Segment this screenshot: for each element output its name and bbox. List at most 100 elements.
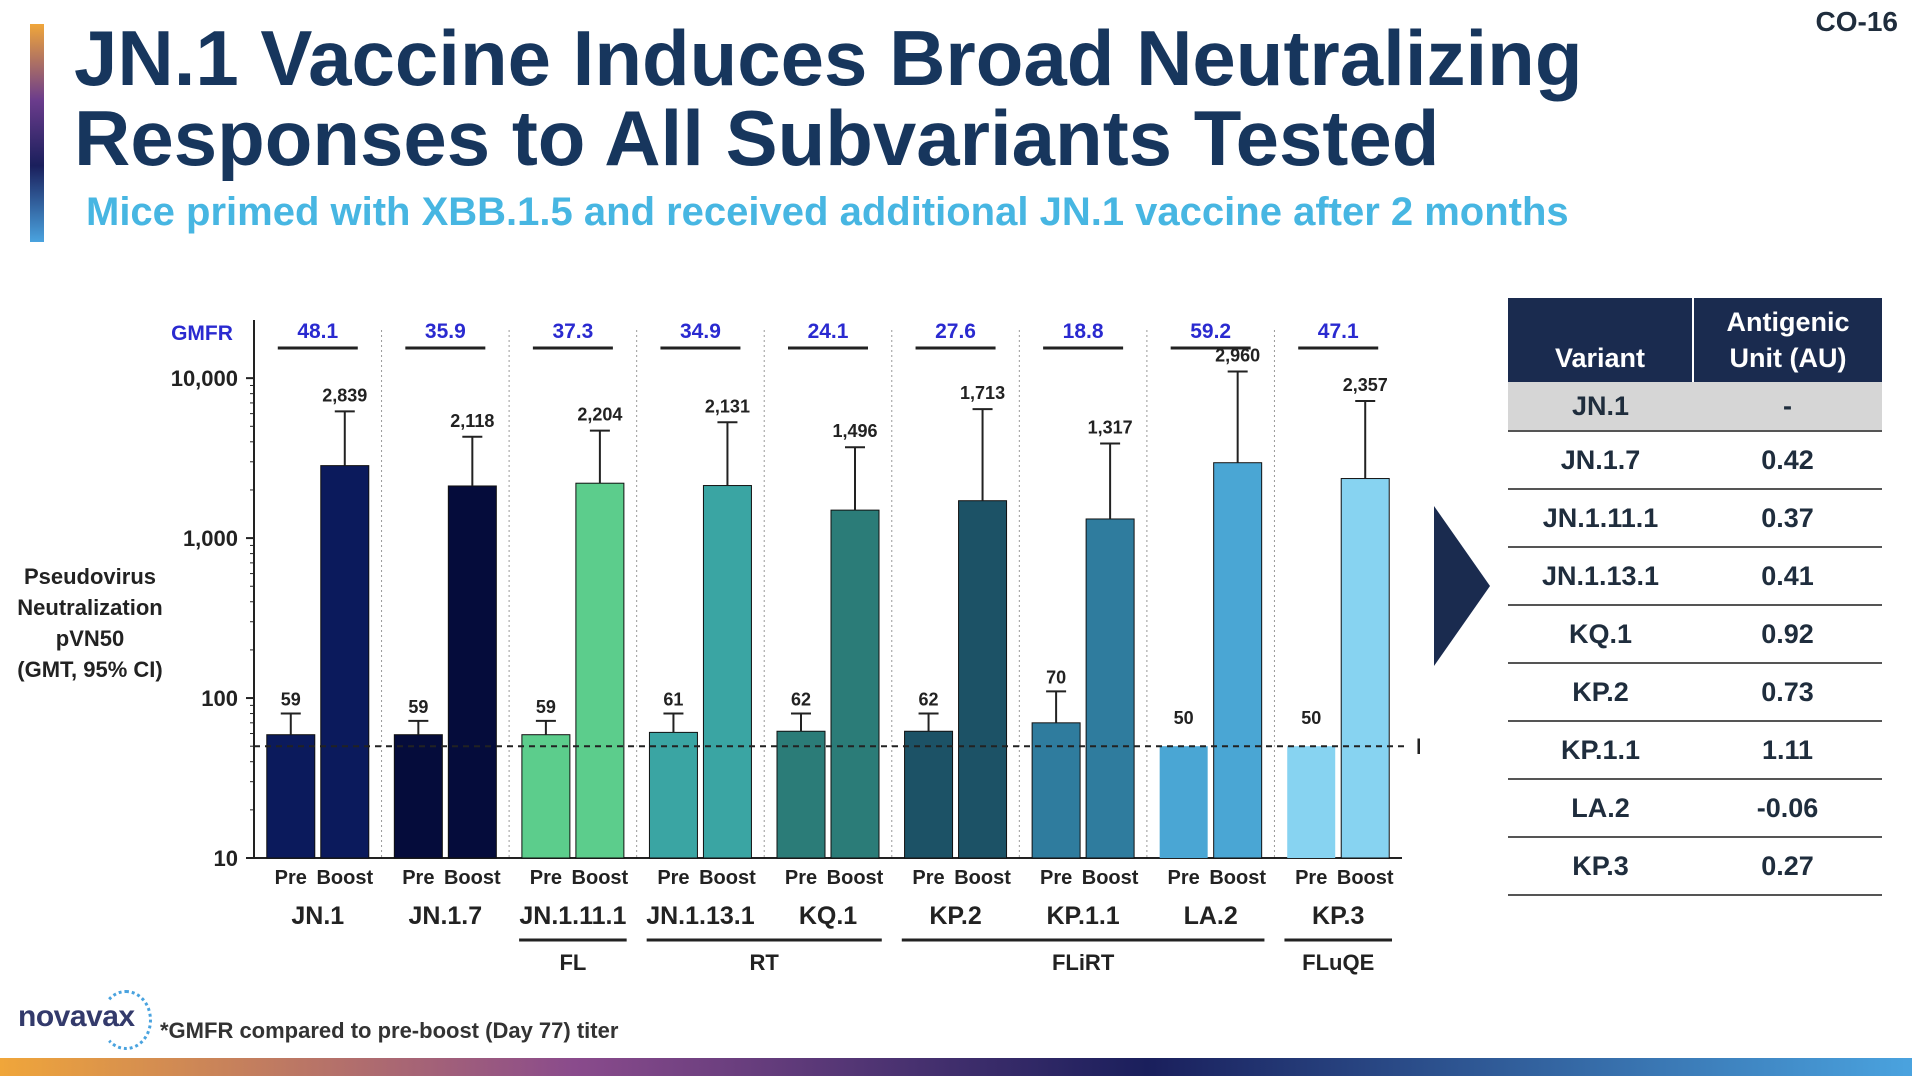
x-label-pre: Pre [1040,867,1072,889]
right-arrow-icon [1434,506,1490,666]
title-line-1: JN.1 Vaccine Induces Broad Neutralizing [74,14,1583,102]
x-label-pre: Pre [530,867,562,889]
bar-pre [1287,746,1336,858]
gmfr-value: 47.1 [1318,320,1359,343]
data-label-pre: 62 [919,690,939,710]
lod-label: LOD [1416,734,1420,759]
gmfr-value: 48.1 [297,320,338,343]
gmfr-value: 27.6 [935,320,976,343]
gmfr-value: 18.8 [1063,320,1104,343]
bar-pre [266,734,316,859]
variant-label: KP.1.1 [1047,902,1120,930]
table-row: LA.2 -0.06 [1508,779,1882,838]
data-label-pre: 50 [1301,708,1321,728]
x-label-pre: Pre [1295,867,1327,889]
bar-pre [648,731,698,859]
accent-bar [30,24,44,242]
bar-boost [1085,518,1135,859]
data-label-pre: 59 [281,690,301,710]
table-cell-au: - [1693,382,1882,432]
table-cell-au: 0.73 [1693,663,1882,722]
x-label-boost: Boost [572,867,629,889]
y-axis-label: (GMT, 95% CI) [17,657,162,682]
gmfr-value: 34.9 [680,320,721,343]
lineage-label: RT [750,950,780,975]
variant-label: JN.1.13.1 [646,902,755,930]
table-cell-au: 0.27 [1693,837,1882,896]
table-row: KP.2 0.73 [1508,663,1882,722]
table-cell-variant: JN.1.7 [1508,431,1693,490]
y-axis-label: pVN50 [56,626,124,651]
footnote: *GMFR compared to pre-boost (Day 77) tit… [160,1018,619,1043]
bar-boost [447,485,497,859]
variant-label: LA.2 [1184,902,1238,930]
y-tick-label: 1,000 [183,526,238,551]
y-axis-label: Neutralization [17,595,162,620]
variant-label: JN.1.11.1 [519,902,626,930]
table-row: JN.1.7 0.42 [1508,431,1882,490]
data-label-pre: 59 [408,697,428,717]
bar-boost [575,482,625,859]
bar-boost [1213,462,1263,859]
table-cell-au: 0.37 [1693,489,1882,548]
gmfr-value: 59.2 [1190,320,1231,343]
lineage-label: FLuQE [1302,950,1374,975]
bar-pre [393,734,443,859]
x-label-boost: Boost [827,867,884,889]
x-label-pre: Pre [275,867,307,889]
x-label-boost: Boost [954,867,1011,889]
data-label-boost: 1,496 [832,421,877,441]
x-label-pre: Pre [912,867,944,889]
data-label-pre: 61 [663,690,683,710]
bar-pre [776,730,826,859]
x-label-pre: Pre [785,867,817,889]
x-label-boost: Boost [1337,867,1394,889]
variant-label: JN.1 [291,902,344,930]
x-label-boost: Boost [1082,867,1139,889]
table-cell-variant: JN.1.11.1 [1508,489,1693,548]
table-row: KQ.1 0.92 [1508,605,1882,664]
data-label-boost: 2,204 [577,405,622,425]
x-label-pre: Pre [402,867,434,889]
table-header-variant: Variant [1508,298,1694,382]
bar-boost [830,509,880,859]
gmfr-value: 24.1 [808,320,849,343]
slide-id: CO-16 [1815,6,1898,37]
table-cell-au: -0.06 [1693,779,1882,838]
data-label-pre: 50 [1174,708,1194,728]
lineage-label: FL [559,950,586,975]
table-cell-variant: JN.1.13.1 [1508,547,1693,606]
gmfr-label: GMFR [171,322,233,345]
table-header-au: Antigenic Unit (AU) [1693,298,1882,382]
y-axis-label: Pseudovirus [24,564,156,589]
x-label-boost: Boost [316,867,373,889]
neutralization-chart: 10 100 1,000 10,000 Pseudovirus Neutralizatio… [17,320,1420,975]
variant-label: KP.3 [1312,902,1364,930]
table-cell-variant: KP.3 [1508,837,1693,896]
bar-pre [521,734,571,859]
data-label-pre: 70 [1046,667,1066,687]
lineage-label: FLiRT [1052,950,1115,975]
table-cell-variant: KP.2 [1508,663,1693,722]
table-row: JN.1- [1508,382,1882,432]
data-label-boost: 1,317 [1088,418,1133,438]
antigenic-unit-table: Variant Antigenic Unit (AU) JN.1- JN.1.7 0… [1508,298,1882,896]
bar-boost [702,485,752,859]
table-cell-variant: LA.2 [1508,779,1693,838]
y-tick-label: 10,000 [171,366,238,391]
table-row: JN.1.13.1 0.41 [1508,547,1882,606]
bar-boost [1340,478,1390,859]
variant-label: JN.1.7 [408,902,482,930]
table-cell-au: 0.41 [1693,547,1882,606]
bar-pre [1031,722,1081,859]
data-label-boost: 2,118 [450,411,494,431]
x-label-boost: Boost [699,867,756,889]
variant-label: KQ.1 [799,902,857,930]
data-label-boost: 2,839 [322,385,367,405]
page-subtitle: Mice primed with XBB.1.5 and received ad… [86,190,1569,234]
y-tick-label: 10 [214,846,238,871]
table-cell-au: 0.42 [1693,431,1882,490]
table-row: JN.1.11.1 0.37 [1508,489,1882,548]
page-title: JN.1 Vaccine Induces Broad Neutralizing … [74,18,1774,178]
y-tick-label: 100 [201,686,238,711]
